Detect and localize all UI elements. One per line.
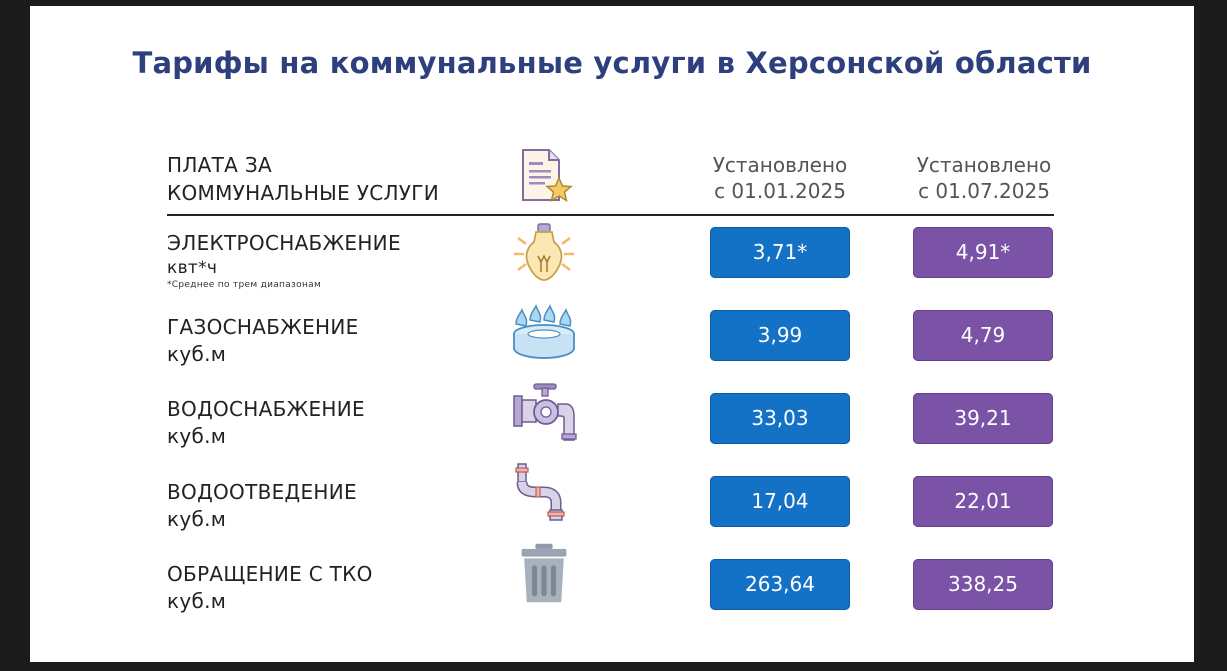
- drain-pipe-icon: [515, 463, 565, 521]
- value-water-supply-jul-2025: 39,21: [913, 393, 1053, 444]
- lightbulb-icon: [514, 223, 574, 281]
- column-header-jul-2025: Установлено с 01.07.2025: [884, 152, 1084, 204]
- value-gas-jul-2025: 4,79: [913, 310, 1053, 361]
- row-label-gas: ГАЗОСНАБЖЕНИЕ куб.м: [167, 314, 359, 368]
- row-label-solid-waste: ОБРАЩЕНИЕ С ТКО куб.м: [167, 561, 373, 615]
- slide: Тарифы на коммунальные услуги в Херсонск…: [30, 6, 1194, 662]
- value-water-supply-jan-2025: 33,03: [710, 393, 850, 444]
- row-name: ВОДОСНАБЖЕНИЕ: [167, 397, 365, 421]
- header-label-line2: КОММУНАЛЬНЫЕ УСЛУГИ: [167, 181, 440, 205]
- col1-head-line1: Установлено: [712, 153, 848, 177]
- row-unit: куб.м: [167, 589, 227, 613]
- water-tap-icon: [513, 383, 577, 441]
- value-solid-waste-jan-2025: 263,64: [710, 559, 850, 610]
- row-unit: куб.м: [167, 507, 227, 531]
- row-name: ЭЛЕКТРОСНАБЖЕНИЕ: [167, 231, 401, 255]
- column-header-jan-2025: Установлено с 01.01.2025: [680, 152, 880, 204]
- header-label-line1: ПЛАТА ЗА: [167, 153, 272, 177]
- value-drainage-jan-2025: 17,04: [710, 476, 850, 527]
- trash-bin-icon: [521, 543, 567, 603]
- row-name: ОБРАЩЕНИЕ С ТКО: [167, 562, 373, 586]
- row-unit: куб.м: [167, 342, 227, 366]
- value-solid-waste-jul-2025: 338,25: [913, 559, 1053, 610]
- row-name: ГАЗОСНАБЖЕНИЕ: [167, 315, 359, 339]
- row-unit: квт*ч: [167, 258, 218, 278]
- col1-head-line2: с 01.01.2025: [714, 179, 846, 203]
- document-star-icon: [522, 149, 573, 203]
- row-label-electricity: ЭЛЕКТРОСНАБЖЕНИЕ квт*ч *Среднее по трем …: [167, 230, 401, 291]
- value-drainage-jul-2025: 22,01: [913, 476, 1053, 527]
- value-electricity-jan-2025: 3,71*: [710, 227, 850, 278]
- header-label: ПЛАТА ЗА КОММУНАЛЬНЫЕ УСЛУГИ: [167, 151, 439, 207]
- row-label-drainage: ВОДООТВЕДЕНИЕ куб.м: [167, 479, 357, 533]
- gas-burner-icon: [513, 304, 575, 359]
- page-title: Тарифы на коммунальные услуги в Херсонск…: [132, 46, 1092, 80]
- row-footnote: *Среднее по трем диапазонам: [167, 280, 322, 290]
- header-divider: [167, 214, 1054, 216]
- row-name: ВОДООТВЕДЕНИЕ: [167, 480, 357, 504]
- value-electricity-jul-2025: 4,91*: [913, 227, 1053, 278]
- col2-head-line2: с 01.07.2025: [918, 179, 1050, 203]
- col2-head-line1: Установлено: [916, 153, 1052, 177]
- row-label-water-supply: ВОДОСНАБЖЕНИЕ куб.м: [167, 396, 365, 450]
- value-gas-jan-2025: 3,99: [710, 310, 850, 361]
- row-unit: куб.м: [167, 424, 227, 448]
